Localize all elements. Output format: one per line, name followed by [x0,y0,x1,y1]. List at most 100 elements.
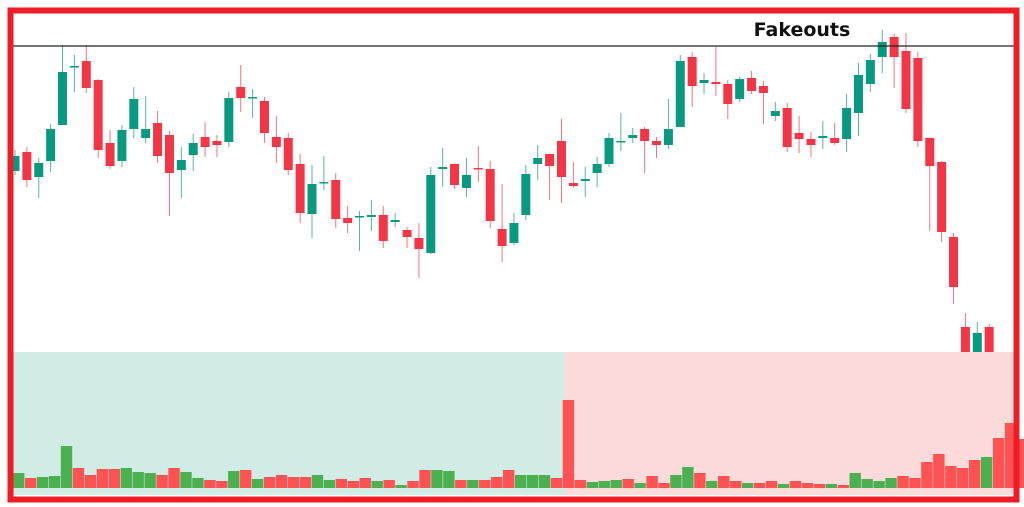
candle [271,116,281,163]
volume-bar [371,481,383,488]
candle [34,158,44,198]
candle-body [236,87,246,98]
volume-bar [192,478,204,488]
candle-body [972,333,982,352]
volume-bar [610,480,622,488]
candle [889,34,899,88]
volume-bar [646,476,658,488]
candle-body [461,175,471,188]
volume-bar [825,484,837,488]
volume-bar [777,484,790,488]
candle [22,147,32,187]
candle [556,119,566,203]
candle [461,158,471,197]
candle [568,162,578,188]
candle-body [93,80,103,150]
candle [366,200,376,231]
volume-bar [933,454,945,488]
candle-body [556,141,566,177]
candle [485,161,495,228]
candle [331,173,341,228]
volume-bar [980,457,993,488]
candle-body [818,136,828,138]
volume-bar [514,475,527,488]
candle [616,113,626,151]
volume-bar [359,478,371,488]
volume-bar [84,475,97,488]
candle-body [984,327,994,352]
candle [509,213,519,245]
volume-bar [60,446,73,488]
candle [81,45,91,93]
candle-body [414,238,424,249]
candle [580,167,590,197]
candle [390,213,400,227]
candle [236,65,246,112]
candle [640,127,650,173]
candle-body [711,82,721,84]
candle [663,99,673,149]
volume-bar [921,462,933,488]
candle [307,165,317,238]
candle [438,148,448,187]
volume-bar [72,468,85,488]
volume-bar [13,473,25,488]
volume-bar [491,477,503,488]
candle [984,324,994,352]
candle [13,150,20,175]
volume-bar [275,475,288,488]
candle [699,73,709,94]
candle-body [735,79,745,99]
candle-body [473,168,483,170]
volume-bar [897,476,909,488]
volume-bar [598,481,610,488]
volume-bar [287,477,300,488]
candle-body [259,101,269,133]
volume-bar [335,479,348,488]
candle [295,154,305,223]
volume-bar [694,473,706,488]
candle-body [343,218,353,223]
candle-body [307,184,317,214]
candle-body [153,123,163,156]
candle-body [533,158,543,164]
candle-body [141,129,151,138]
candle-body [770,111,780,116]
candle-body [105,143,115,166]
candle-body [925,138,935,166]
candle [925,138,935,231]
candle-body [687,57,697,86]
candle [105,130,115,169]
volume-bar [383,480,395,488]
volume-bar [574,480,587,488]
volume-bar [443,471,455,488]
candle [283,133,293,175]
candle-body [355,216,365,218]
volume-bar [837,485,849,488]
candle-body [176,160,186,170]
volume-bar [419,470,431,488]
candle-body [224,98,234,142]
candle-body [949,237,959,287]
volume-bar [753,483,766,488]
candle [224,92,234,147]
candle [378,206,388,248]
candle-body [568,183,578,186]
volume-bar [180,472,192,488]
volume-bar [957,468,969,488]
volume-bar [765,481,778,488]
volume-bars-group [13,400,1024,488]
volume-bar [156,475,168,488]
volume-bar [550,478,563,488]
volume-bar [479,480,491,488]
candle-body [295,164,305,213]
candle-body [652,141,662,145]
candles-group [13,30,994,352]
volume-bar [741,483,754,488]
candle-body [604,138,614,164]
candle [426,167,436,254]
candle [164,131,174,216]
candle [212,135,222,157]
volume-bar [885,478,897,488]
volume-bar [467,480,479,488]
